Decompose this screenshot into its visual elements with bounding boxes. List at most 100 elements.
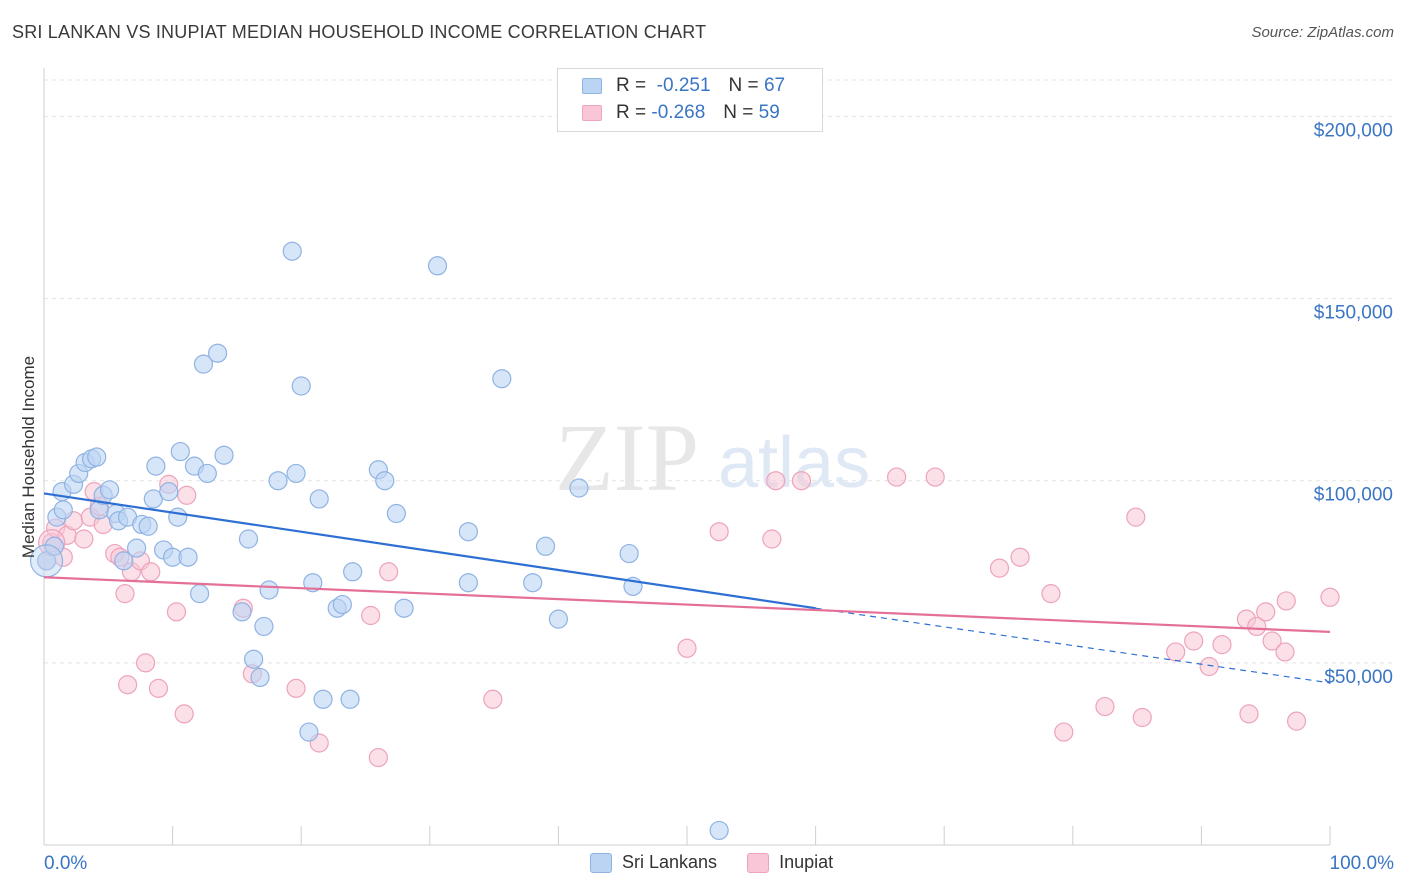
chart-title: SRI LANKAN VS INUPIAT MEDIAN HOUSEHOLD I…	[12, 22, 707, 42]
data-point-sri-lankan	[208, 343, 228, 363]
data-point-sri-lankan	[259, 580, 279, 600]
data-point-sri-lankan	[535, 536, 556, 556]
legend-n-label: N =	[728, 75, 759, 96]
legend-label-sri-lankans: Sri Lankans	[622, 852, 718, 872]
series-legend: Sri Lankans Inupiat	[590, 852, 863, 873]
source-label: Source: ZipAtlas.com	[1251, 24, 1394, 41]
data-point-inupiat	[1041, 584, 1061, 604]
watermark: ZIP atlas	[555, 404, 870, 511]
data-point-inupiat	[762, 529, 782, 549]
data-point-sri-lankan	[299, 722, 319, 742]
data-point-sri-lankan	[343, 562, 363, 582]
data-point-sri-lankan	[250, 667, 270, 688]
data-point-sri-lankan	[214, 445, 234, 465]
data-point-inupiat	[368, 747, 388, 768]
data-point-sri-lankan	[197, 463, 217, 484]
data-point-inupiat	[887, 467, 907, 487]
data-point-sri-lankan	[238, 529, 259, 549]
data-point-inupiat	[1199, 656, 1219, 677]
data-point-inupiat	[1132, 707, 1152, 728]
sri-lankan-points	[29, 241, 729, 841]
legend-item-inupiat: Inupiat	[747, 852, 833, 873]
data-point-sri-lankan	[375, 471, 395, 491]
legend-swatch-pink	[582, 105, 602, 121]
trend-line-sri-lankans-extension	[815, 607, 1331, 684]
data-point-sri-lankan	[386, 503, 406, 524]
data-point-inupiat	[361, 605, 381, 626]
data-point-sri-lankan	[178, 547, 198, 567]
data-point-inupiat	[1239, 704, 1259, 724]
data-point-inupiat	[1247, 616, 1267, 637]
data-point-inupiat	[1054, 722, 1074, 742]
data-point-inupiat	[1184, 631, 1204, 651]
legend-r-value: -0.251	[656, 75, 711, 96]
data-point-sri-lankan	[87, 447, 107, 467]
data-point-inupiat	[117, 675, 138, 695]
data-point-inupiat	[1095, 696, 1115, 717]
data-point-sri-lankan	[193, 354, 214, 374]
legend-row-inupiat: R = -0.268 N = 59	[582, 101, 780, 125]
data-point-inupiat	[141, 562, 161, 582]
data-point-sri-lankan	[291, 376, 311, 396]
legend-row-sri-lankans: R = -0.251 N = 67	[582, 74, 785, 98]
data-point-sri-lankan	[709, 820, 729, 841]
legend-r-label: R =	[616, 102, 647, 123]
legend-n-value: 67	[763, 75, 786, 96]
data-point-sri-lankan	[394, 598, 414, 618]
inupiat-points	[36, 467, 1340, 768]
data-point-inupiat	[177, 485, 197, 505]
data-point-inupiat	[379, 562, 399, 582]
data-point-inupiat	[791, 471, 812, 491]
stats-legend: R = -0.251 N = 67 R = -0.268 N = 59	[557, 68, 823, 132]
data-point-sri-lankan	[286, 463, 306, 484]
data-point-sri-lankan	[332, 594, 352, 615]
data-point-sri-lankan	[548, 609, 569, 629]
data-point-sri-lankan	[168, 507, 188, 527]
y-tick-label: $50,000	[1324, 667, 1393, 688]
data-point-sri-lankan	[53, 500, 73, 520]
data-point-inupiat	[1010, 547, 1030, 567]
data-point-inupiat	[1126, 507, 1146, 527]
data-point-inupiat	[1262, 631, 1282, 651]
data-point-sri-lankan	[190, 584, 210, 604]
data-point-inupiat	[115, 584, 135, 604]
y-axis-label: Median Household Income	[19, 356, 38, 558]
data-point-inupiat	[174, 704, 194, 724]
y-tick-label: $100,000	[1314, 485, 1393, 506]
data-point-sri-lankan	[244, 649, 264, 669]
grid-lines	[44, 79, 1395, 664]
x-tick-label-min: 0.0%	[44, 853, 87, 874]
data-point-sri-lankan	[146, 456, 166, 476]
data-point-sri-lankan	[313, 689, 333, 709]
data-point-sri-lankan	[114, 551, 134, 571]
data-point-sri-lankan	[99, 480, 120, 500]
data-point-inupiat	[1166, 642, 1186, 662]
data-point-inupiat	[166, 602, 187, 622]
legend-swatch-blue	[590, 852, 612, 873]
data-point-inupiat	[135, 653, 156, 673]
legend-r-label: R =	[616, 75, 647, 96]
tick-labels: $50,000 $100,000 $150,000 $200,000 0.0% 100.0…	[44, 120, 1394, 874]
data-point-sri-lankan	[232, 602, 252, 622]
data-point-sri-lankan	[569, 478, 589, 498]
legend-n-value: 59	[758, 102, 780, 123]
data-point-inupiat	[677, 638, 697, 658]
trend-line-sri-lankans	[43, 492, 816, 610]
data-point-sri-lankan	[458, 573, 478, 593]
trend-lines	[43, 492, 1331, 684]
data-point-sri-lankan	[282, 241, 302, 261]
data-point-inupiat	[483, 689, 503, 709]
legend-n-label: N =	[723, 102, 754, 123]
data-point-inupiat	[1286, 711, 1307, 731]
data-point-sri-lankan	[143, 489, 163, 509]
legend-item-sri-lankans: Sri Lankans	[590, 852, 717, 873]
legend-swatch-pink	[747, 852, 770, 873]
data-point-sri-lankan	[458, 522, 478, 542]
legend-swatch-blue	[582, 78, 602, 94]
data-point-inupiat	[1320, 587, 1340, 607]
data-point-inupiat	[148, 678, 169, 698]
data-point-sri-lankan	[126, 538, 147, 558]
data-point-inupiat	[709, 522, 729, 542]
watermark-atlas: atlas	[718, 423, 870, 503]
